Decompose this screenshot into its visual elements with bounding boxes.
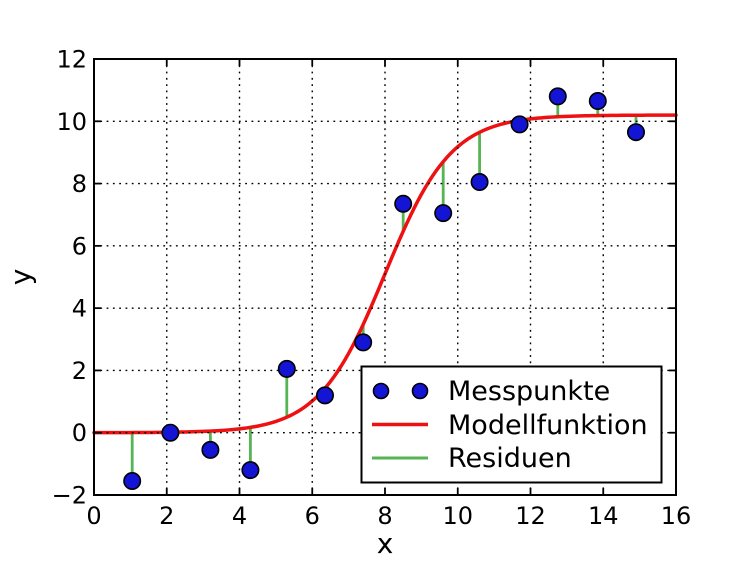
data-point (123, 471, 142, 490)
x-tick-label: 10 (442, 502, 473, 530)
data-point (434, 204, 453, 223)
legend-marker-messpunkte-icon (372, 382, 390, 400)
legend: Messpunkte Modellfunktion Residuen (360, 365, 663, 484)
data-point (394, 194, 413, 213)
y-tick-label: 6 (72, 232, 87, 260)
data-point (277, 359, 296, 378)
data-point (548, 87, 567, 106)
data-point (588, 92, 607, 111)
data-point (354, 333, 373, 352)
x-tick-label: 6 (305, 502, 320, 530)
data-point (161, 423, 180, 442)
y-tick-label: 12 (56, 46, 87, 74)
x-tick-label: 0 (86, 502, 101, 530)
data-point (510, 115, 529, 134)
y-tick-label: −2 (52, 482, 87, 510)
y-axis-label: y (4, 269, 37, 286)
data-point (241, 461, 260, 480)
y-tick-label: 8 (72, 170, 87, 198)
x-tick-label: 8 (377, 502, 392, 530)
y-tick-label: 4 (72, 295, 87, 323)
x-axis-label: x (377, 527, 394, 560)
x-tick-label: 16 (661, 502, 692, 530)
x-tick-label: 4 (232, 502, 247, 530)
legend-marker-messpunkte-icon (411, 382, 429, 400)
data-point (626, 123, 645, 142)
x-tick-label: 2 (159, 502, 174, 530)
y-tick-label: 10 (56, 108, 87, 136)
points-layer (123, 87, 645, 490)
x-tick-label: 14 (588, 502, 619, 530)
legend-label-residuen: Residuen (448, 443, 572, 474)
data-point (470, 173, 489, 192)
y-tick-label: 0 (72, 419, 87, 447)
data-point (201, 440, 220, 459)
x-tick-label: 12 (515, 502, 546, 530)
legend-label-messpunkte: Messpunkte (448, 376, 610, 407)
data-point (315, 386, 334, 405)
y-tick-label: 2 (72, 357, 87, 385)
legend-label-modellfunktion: Modellfunktion (448, 410, 648, 441)
